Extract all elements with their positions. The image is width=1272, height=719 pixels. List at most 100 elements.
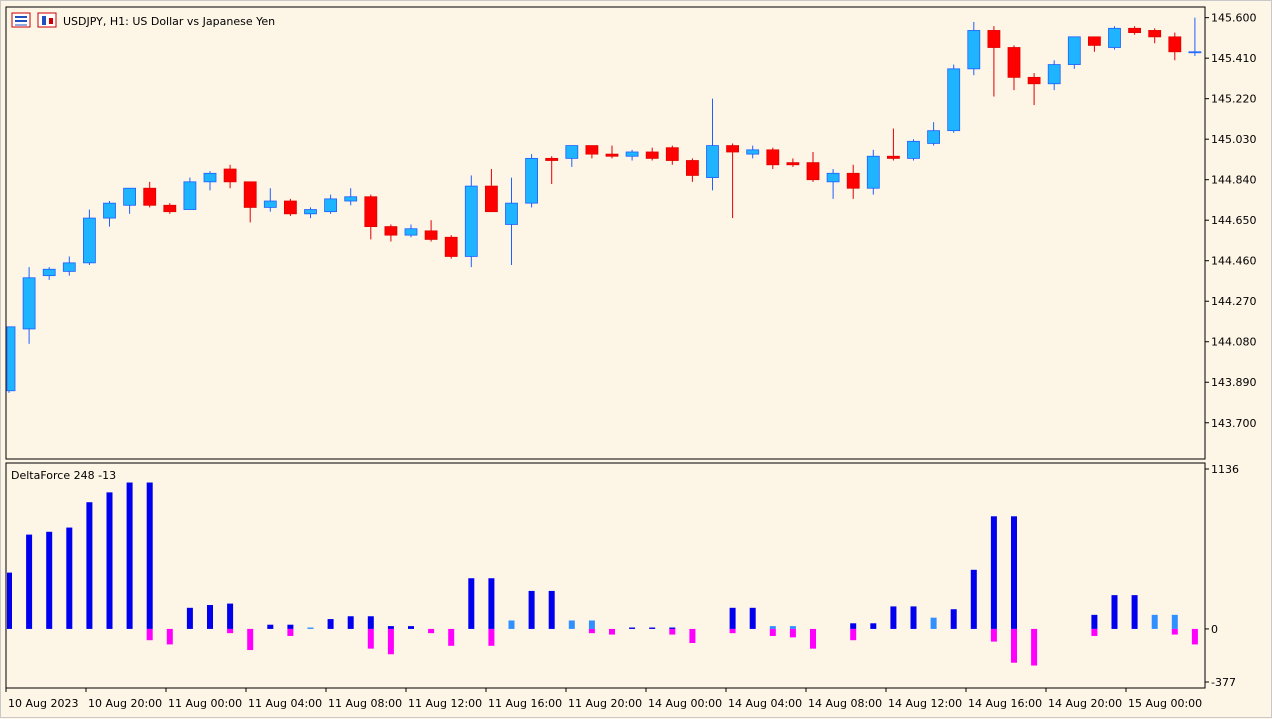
delta-bar-negative [789, 628, 796, 638]
main-price-axis: 145.600 145.410 145.220 145.030 144.840 144.6… [1205, 12, 1257, 430]
indicator-title: DeltaForce 248 -13 [11, 469, 116, 482]
delta-bar-negative [146, 628, 153, 641]
candle-body [344, 196, 358, 202]
chart-type-icon[interactable] [37, 12, 57, 28]
indicator-tick-label: 1136 [1211, 463, 1239, 476]
candle [243, 181, 257, 223]
candle [163, 203, 177, 214]
delta-bar-positive [910, 606, 917, 629]
delta-bar-positive [629, 627, 636, 629]
candle-body [123, 187, 136, 206]
price-tick-label: 144.650 [1211, 214, 1257, 227]
delta-bar-positive [749, 607, 756, 629]
candle [625, 149, 639, 161]
delta-bar-negative [609, 628, 615, 635]
time-tick-label: 11 Aug 04:00 [248, 697, 322, 710]
price-tick-label: 144.270 [1211, 295, 1257, 308]
price-tick-label: 145.600 [1211, 12, 1257, 25]
delta-bar-negative [488, 628, 495, 646]
candle-body [223, 168, 237, 183]
candle-body [686, 160, 699, 176]
delta-bar-negative [850, 628, 857, 641]
properties-icon[interactable] [11, 12, 31, 28]
candle-body [263, 200, 277, 208]
candle-body [786, 162, 800, 166]
candle-body [83, 217, 96, 264]
candle-body [766, 149, 780, 166]
candle [746, 145, 760, 159]
candle [1027, 73, 1041, 106]
candle-body [1168, 36, 1182, 53]
delta-bar-positive [106, 492, 113, 629]
delta-bar-negative [247, 628, 254, 651]
candle [565, 145, 579, 167]
candle-body [927, 130, 940, 144]
delta-bar-positive [1131, 595, 1138, 629]
delta-bar-positive [287, 624, 294, 629]
delta-bar-positive [227, 603, 234, 629]
delta-bar-negative [689, 628, 696, 644]
delta-bar-positive [870, 623, 877, 629]
delta-bar-positive [186, 607, 193, 629]
candle [103, 201, 116, 227]
candle [726, 143, 739, 219]
delta-bar-positive [408, 626, 414, 629]
candle-body [6, 326, 16, 392]
candle-body [1188, 51, 1202, 54]
candle-body [1128, 27, 1141, 33]
candle [967, 21, 981, 76]
candle-body [846, 172, 860, 189]
candle [283, 198, 297, 216]
candle [444, 235, 458, 259]
candle [1128, 26, 1141, 35]
delta-bar-negative [990, 628, 997, 642]
delta-bar-positive [669, 627, 676, 629]
delta-bar-positive [86, 502, 93, 629]
time-tick-label: 14 Aug 08:00 [808, 697, 882, 710]
candle-body [464, 185, 478, 257]
candle-body [585, 145, 599, 155]
candle [223, 164, 237, 189]
candle [83, 209, 96, 265]
delta-bar-negative [227, 628, 234, 634]
delta-bar-positive [1171, 614, 1178, 629]
delta-bar-positive [789, 626, 796, 629]
candle [42, 267, 56, 280]
delta-bar-negative [287, 628, 294, 636]
time-tick-label: 10 Aug 20:00 [88, 697, 162, 710]
delta-bar-positive [1151, 614, 1158, 629]
candle [1007, 45, 1021, 91]
delta-bar-positive [1011, 516, 1017, 629]
indicator-axis: 1136 0 -377 [1205, 463, 1239, 689]
delta-bar-positive [26, 534, 33, 629]
delta-bar-positive [488, 578, 495, 629]
candle-body [1007, 47, 1021, 78]
candle-body [283, 200, 297, 215]
time-tick-label: 14 Aug 20:00 [1048, 697, 1122, 710]
delta-bar-positive [327, 619, 334, 629]
delta-bar-positive [588, 620, 595, 629]
price-tick-label: 145.030 [1211, 133, 1257, 146]
candle-body [424, 230, 438, 240]
candle-body [625, 151, 639, 157]
price-tick-label: 143.700 [1211, 417, 1257, 430]
delta-bar-positive [990, 516, 997, 629]
candle-body [525, 157, 538, 204]
chart-title: USDJPY, H1: US Dollar vs Japanese Yen [63, 15, 275, 28]
candle-body [806, 162, 820, 181]
candle [344, 188, 358, 206]
candle-body [505, 202, 518, 225]
time-tick-label: 14 Aug 00:00 [648, 697, 722, 710]
candle-body [22, 277, 36, 330]
price-tick-label: 145.220 [1211, 93, 1257, 106]
candle [887, 128, 900, 161]
candle-body [42, 268, 56, 277]
time-tick-label: 14 Aug 16:00 [968, 697, 1042, 710]
candle [505, 177, 518, 265]
candle [866, 149, 880, 195]
candle-body [1148, 30, 1162, 38]
indicator-panel [5, 462, 1206, 689]
delta-bar-negative [448, 628, 455, 646]
candle-body [726, 145, 739, 153]
